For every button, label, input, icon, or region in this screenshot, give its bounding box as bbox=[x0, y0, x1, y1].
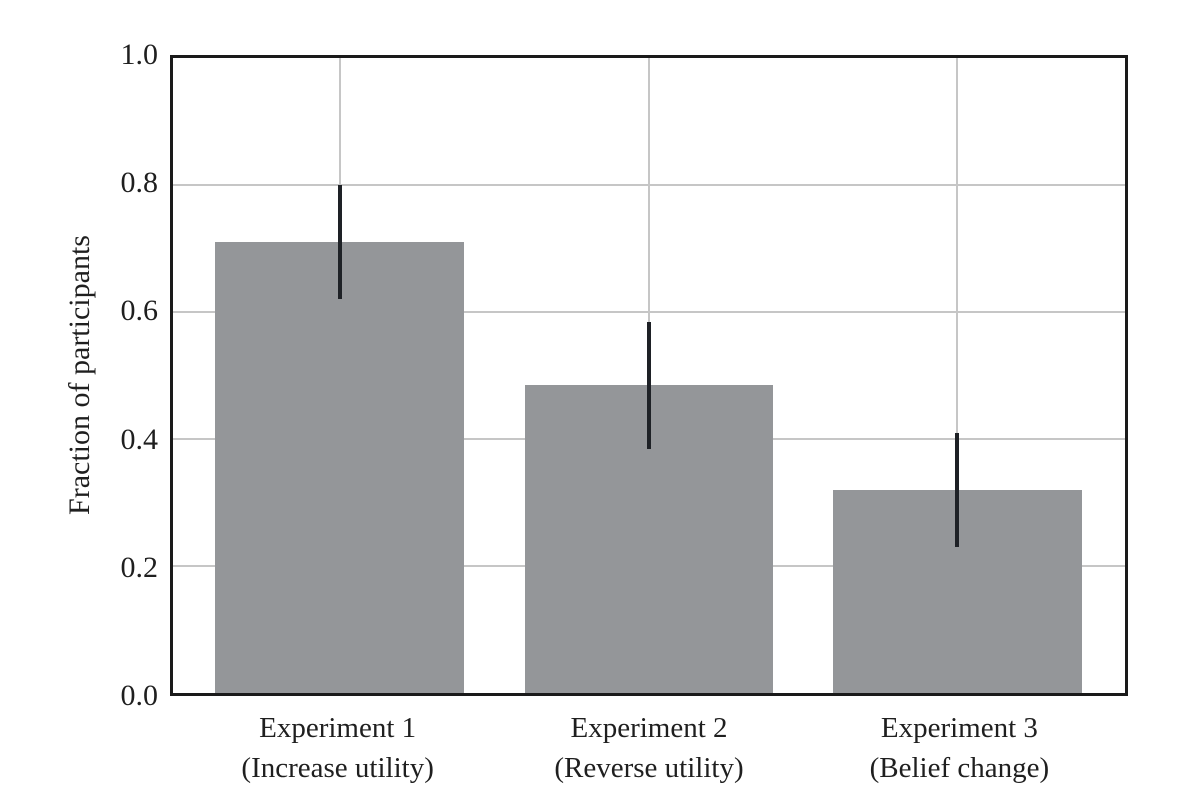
x-category-labels: Experiment 1 (Increase utility) Experiment… bbox=[170, 708, 1128, 798]
gridline-vertical bbox=[956, 58, 959, 693]
x-category-label-line2: (Belief change) bbox=[869, 752, 1050, 784]
x-category-label: Experiment 3 (Belief change) bbox=[870, 708, 1050, 788]
x-category-label: Experiment 2 (Reverse utility) bbox=[554, 708, 743, 788]
bar-experiment-1 bbox=[215, 242, 464, 693]
x-category-label-line2: (Reverse utility) bbox=[554, 752, 744, 784]
y-tick-label: 0.8 bbox=[120, 166, 159, 200]
y-tick-label: 0.4 bbox=[120, 422, 159, 456]
error-bar bbox=[955, 432, 960, 547]
error-bar bbox=[647, 321, 651, 449]
error-bar bbox=[337, 185, 342, 300]
y-tick-label: 0.2 bbox=[120, 550, 159, 584]
y-tick-label: 0.0 bbox=[120, 679, 159, 712]
y-tick-label: 0.6 bbox=[120, 294, 159, 328]
x-category-label-line2: (Increase utility) bbox=[241, 752, 434, 784]
x-category-label-line1: Experiment 2 bbox=[570, 712, 728, 744]
x-category-label: Experiment 1 (Increase utility) bbox=[241, 708, 433, 788]
plot-area bbox=[170, 55, 1128, 696]
y-tick-label: 1.0 bbox=[120, 38, 159, 71]
x-category-label-line1: Experiment 1 bbox=[259, 712, 417, 744]
x-category-label-line1: Experiment 3 bbox=[880, 712, 1038, 744]
y-tick-labels: 0.0 0.2 0.4 0.6 0.8 1.0 bbox=[0, 40, 159, 711]
